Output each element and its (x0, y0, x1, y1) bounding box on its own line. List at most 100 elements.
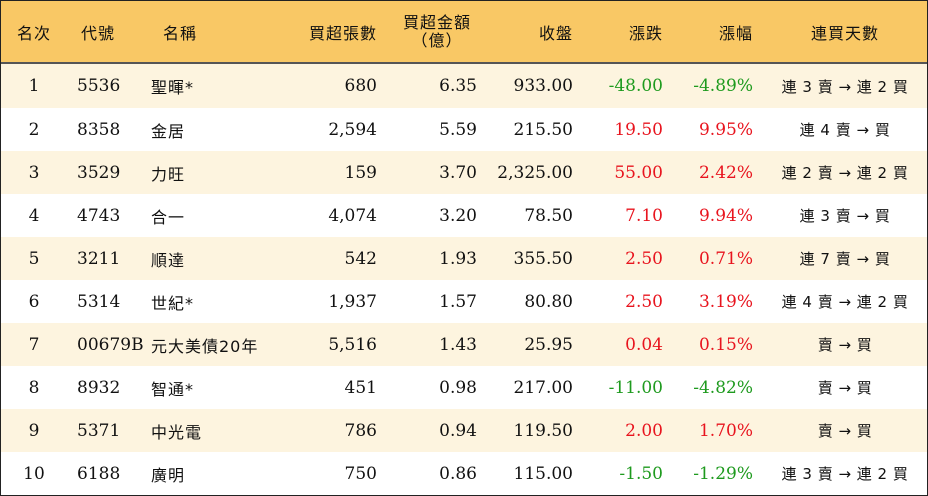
close-price-cell: 80.80 (487, 280, 583, 323)
stock-code-cell: 6188 (67, 452, 149, 495)
buy-streak-cell: 賣 → 買 (763, 366, 927, 409)
rank-cell: 9 (1, 409, 67, 452)
header-pct: 漲幅 (673, 1, 763, 64)
stock-code-cell: 5371 (67, 409, 149, 452)
header-buy-amount-line1: 買超金額 (402, 12, 471, 32)
stock-code-cell: 5536 (67, 63, 149, 108)
table-header: 名次 代號 名稱 買超張數 買超金額 （億） 收盤 漲跌 漲幅 連買天數 (1, 1, 927, 64)
buy-lots-cell: 750 (287, 452, 387, 495)
table-row: 9 5371 中光電 786 0.94 119.50 2.00 1.70% 賣 → 買 (1, 409, 927, 452)
price-change-cell: -11.00 (583, 366, 673, 409)
close-price-cell: 115.00 (487, 452, 583, 495)
percent-change-cell: 9.95% (673, 108, 763, 151)
percent-change-cell: 9.94% (673, 194, 763, 237)
header-buy-amount-line2: （億） (411, 30, 463, 50)
price-change-cell: -1.50 (583, 452, 673, 495)
table-body: 1 5536 聖暉* 680 6.35 933.00 -48.00 -4.89% 連 3 賣 →… (1, 63, 927, 495)
rank-cell: 2 (1, 108, 67, 151)
stock-code-cell: 3529 (67, 151, 149, 194)
price-change-cell: 7.10 (583, 194, 673, 237)
close-price-cell: 25.95 (487, 323, 583, 366)
percent-change-cell: 0.71% (673, 237, 763, 280)
rank-cell: 3 (1, 151, 67, 194)
buy-lots-cell: 2,594 (287, 108, 387, 151)
buy-lots-cell: 5,516 (287, 323, 387, 366)
stock-code-cell: 00679B (67, 323, 149, 366)
rank-cell: 1 (1, 63, 67, 108)
buy-lots-cell: 542 (287, 237, 387, 280)
stock-name-cell: 金居 (149, 108, 287, 151)
buy-streak-cell: 連 3 賣 → 連 2 買 (763, 452, 927, 495)
buy-lots-cell: 786 (287, 409, 387, 452)
percent-change-cell: -4.82% (673, 366, 763, 409)
buy-streak-cell: 連 3 賣 → 連 2 買 (763, 63, 927, 108)
rank-cell: 6 (1, 280, 67, 323)
header-close: 收盤 (487, 1, 583, 64)
rank-cell: 10 (1, 452, 67, 495)
buy-lots-cell: 4,074 (287, 194, 387, 237)
percent-change-cell: -1.29% (673, 452, 763, 495)
percent-change-cell: 0.15% (673, 323, 763, 366)
buy-streak-cell: 連 7 賣 → 買 (763, 237, 927, 280)
percent-change-cell: 1.70% (673, 409, 763, 452)
close-price-cell: 2,325.00 (487, 151, 583, 194)
buy-lots-cell: 680 (287, 63, 387, 108)
percent-change-cell: 3.19% (673, 280, 763, 323)
rank-cell: 5 (1, 237, 67, 280)
rank-cell: 8 (1, 366, 67, 409)
buy-amount-cell: 0.94 (387, 409, 487, 452)
buy-amount-cell: 1.57 (387, 280, 487, 323)
stock-name-cell: 中光電 (149, 409, 287, 452)
stock-name-cell: 元大美債20年 (149, 323, 287, 366)
header-buy-lots: 買超張數 (287, 1, 387, 64)
table-row: 3 3529 力旺 159 3.70 2,325.00 55.00 2.42% 連 2 賣 → … (1, 151, 927, 194)
close-price-cell: 217.00 (487, 366, 583, 409)
rank-cell: 7 (1, 323, 67, 366)
rank-cell: 4 (1, 194, 67, 237)
stock-name-cell: 力旺 (149, 151, 287, 194)
buy-amount-cell: 5.59 (387, 108, 487, 151)
buy-lots-cell: 451 (287, 366, 387, 409)
price-change-cell: 0.04 (583, 323, 673, 366)
stock-name-cell: 合一 (149, 194, 287, 237)
stock-name-cell: 世紀* (149, 280, 287, 323)
buy-streak-cell: 連 3 賣 → 買 (763, 194, 927, 237)
buy-amount-cell: 3.20 (387, 194, 487, 237)
price-change-cell: -48.00 (583, 63, 673, 108)
buy-lots-cell: 1,937 (287, 280, 387, 323)
buy-streak-cell: 連 4 賣 → 連 2 買 (763, 280, 927, 323)
stock-code-cell: 8932 (67, 366, 149, 409)
buy-streak-cell: 賣 → 買 (763, 409, 927, 452)
header-change: 漲跌 (583, 1, 673, 64)
price-change-cell: 55.00 (583, 151, 673, 194)
stock-code-cell: 4743 (67, 194, 149, 237)
table-row: 10 6188 廣明 750 0.86 115.00 -1.50 -1.29% 連 3 賣 → … (1, 452, 927, 495)
buy-amount-cell: 6.35 (387, 63, 487, 108)
close-price-cell: 215.50 (487, 108, 583, 151)
price-change-cell: 2.50 (583, 280, 673, 323)
stock-code-cell: 8358 (67, 108, 149, 151)
header-code: 代號 (67, 1, 149, 64)
table-row: 7 00679B 元大美債20年 5,516 1.43 25.95 0.04 0.15% 賣 →… (1, 323, 927, 366)
header-buy-amount: 買超金額 （億） (387, 1, 487, 64)
header-rank: 名次 (1, 1, 67, 64)
table-row: 1 5536 聖暉* 680 6.35 933.00 -48.00 -4.89% 連 3 賣 →… (1, 63, 927, 108)
header-streak: 連買天數 (763, 1, 927, 64)
buy-streak-cell: 連 2 賣 → 連 2 買 (763, 151, 927, 194)
buy-amount-cell: 0.98 (387, 366, 487, 409)
buy-amount-cell: 3.70 (387, 151, 487, 194)
close-price-cell: 119.50 (487, 409, 583, 452)
close-price-cell: 933.00 (487, 63, 583, 108)
buy-streak-cell: 連 4 賣 → 買 (763, 108, 927, 151)
close-price-cell: 78.50 (487, 194, 583, 237)
table-row: 6 5314 世紀* 1,937 1.57 80.80 2.50 3.19% 連 4 賣 → 連… (1, 280, 927, 323)
stock-code-cell: 3211 (67, 237, 149, 280)
price-change-cell: 2.50 (583, 237, 673, 280)
close-price-cell: 355.50 (487, 237, 583, 280)
header-row: 名次 代號 名稱 買超張數 買超金額 （億） 收盤 漲跌 漲幅 連買天數 (1, 1, 927, 64)
buy-amount-cell: 1.43 (387, 323, 487, 366)
table-row: 4 4743 合一 4,074 3.20 78.50 7.10 9.94% 連 3 賣 → 買 (1, 194, 927, 237)
stock-code-cell: 5314 (67, 280, 149, 323)
